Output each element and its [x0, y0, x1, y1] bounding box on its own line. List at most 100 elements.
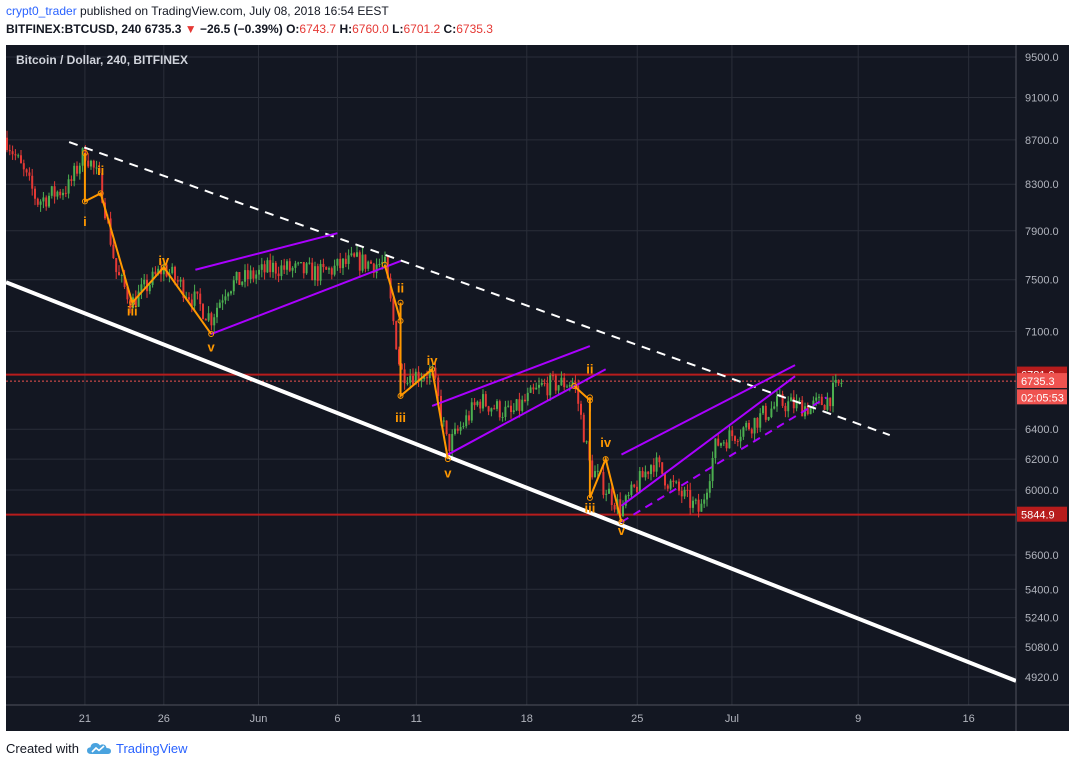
candle [118, 272, 120, 276]
created-with-text: Created with [6, 740, 79, 756]
candle [652, 465, 655, 472]
candle [535, 387, 538, 390]
candle [297, 262, 300, 264]
candle [742, 427, 745, 437]
chart-area[interactable]: 9500.0 9100.0 8700.0 8300.0 7900.0 7500.0 7100… [6, 45, 1069, 731]
candle [73, 165, 76, 181]
wave-label: iv [158, 253, 170, 268]
candle [465, 415, 468, 427]
wave-point [81, 149, 88, 156]
tradingview-cloud-icon [86, 743, 111, 754]
candle [50, 186, 53, 196]
candle [53, 186, 56, 197]
candle [694, 499, 697, 501]
candle [834, 379, 837, 383]
wave-label: iv [427, 353, 439, 368]
candle [328, 268, 330, 270]
candle [314, 266, 316, 281]
candle [518, 399, 521, 411]
author-link[interactable]: crypt0_trader [6, 4, 77, 18]
candle [34, 188, 36, 199]
candle [227, 293, 230, 297]
candle [722, 442, 725, 444]
candle [437, 377, 440, 396]
candle [48, 195, 50, 207]
candle [501, 416, 504, 418]
candle [832, 382, 834, 407]
y-tick-label: 7500.0 [1025, 275, 1059, 287]
candle [367, 261, 370, 269]
candle [479, 401, 482, 409]
candle [325, 267, 328, 270]
candle [512, 410, 515, 413]
candle [711, 457, 714, 482]
close-value: 6735.3 [456, 22, 493, 36]
open-label: O: [286, 22, 300, 36]
candle [594, 471, 596, 478]
candle [39, 201, 42, 205]
candle [462, 426, 465, 428]
candle [423, 377, 426, 380]
candle [770, 408, 773, 418]
candle [636, 486, 638, 493]
candle [308, 262, 311, 264]
candle [322, 263, 325, 268]
candle [266, 260, 269, 273]
candle [753, 417, 756, 434]
candle [762, 405, 764, 414]
candle [823, 404, 826, 410]
candle [650, 465, 652, 475]
candle [748, 422, 750, 430]
candle [202, 304, 204, 319]
x-tick-label: 6 [334, 713, 340, 725]
candle [818, 396, 820, 398]
x-tick-label: Jul [725, 713, 739, 725]
candle [714, 438, 717, 458]
candle [64, 192, 67, 194]
price-change: −26.5 (−0.39%) [199, 22, 283, 36]
candle [115, 258, 118, 273]
y-tick-label: 7100.0 [1025, 326, 1059, 338]
candle [624, 495, 627, 506]
resistance-trendline [68, 141, 891, 437]
candle [829, 397, 832, 407]
candle [176, 280, 179, 282]
candle [549, 375, 552, 396]
candle [238, 271, 241, 285]
wave-point [586, 394, 593, 401]
candle [445, 420, 448, 434]
candle [739, 436, 742, 442]
candle [647, 471, 650, 475]
candle [294, 263, 297, 268]
price-label-text: 5844.9 [1021, 510, 1055, 522]
wave-label: v [208, 340, 216, 355]
candle [619, 499, 622, 516]
candle [224, 296, 227, 301]
candle [736, 440, 739, 442]
candle [608, 488, 610, 494]
candle [790, 397, 792, 402]
candle [552, 375, 554, 377]
candle [193, 291, 196, 306]
candle [137, 291, 140, 307]
candle [8, 150, 11, 152]
candle [717, 438, 720, 446]
wave-label: iii [395, 410, 406, 425]
candle [11, 151, 14, 155]
candle [333, 265, 336, 275]
price-chart[interactable]: 9500.0 9100.0 8700.0 8300.0 7900.0 7500.0 7100… [6, 45, 1069, 731]
candle [59, 191, 62, 196]
wave-point [429, 366, 436, 373]
candle [454, 428, 456, 435]
candle [568, 385, 571, 387]
candle [585, 441, 588, 443]
x-tick-label: 11 [411, 713, 422, 725]
candle [515, 399, 518, 411]
wave-point [571, 383, 578, 390]
tradingview-brand[interactable]: TradingView [115, 740, 188, 756]
candle [154, 271, 157, 275]
candle [692, 500, 694, 508]
candle [148, 284, 151, 292]
candle [700, 503, 703, 512]
wave-point [208, 331, 215, 338]
